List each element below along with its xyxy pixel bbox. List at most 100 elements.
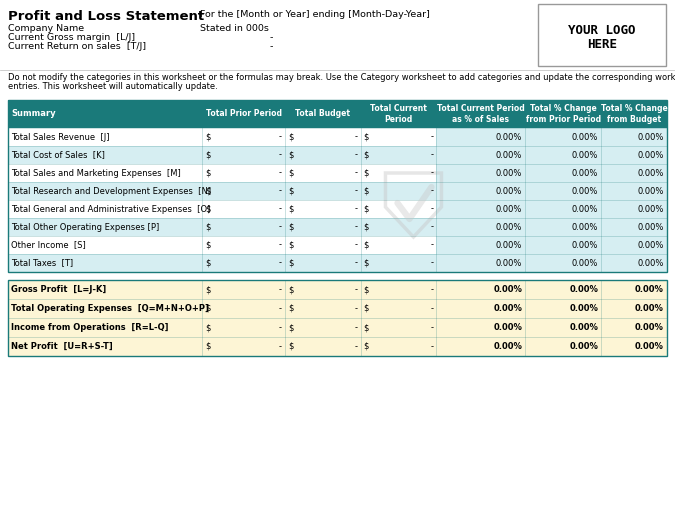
FancyBboxPatch shape	[525, 254, 601, 272]
Text: $: $	[364, 240, 369, 250]
FancyBboxPatch shape	[436, 218, 525, 236]
Text: entries. This worksheet will automatically update.: entries. This worksheet will automatical…	[8, 82, 218, 91]
FancyBboxPatch shape	[601, 182, 667, 200]
Text: $: $	[364, 168, 369, 177]
FancyBboxPatch shape	[436, 164, 525, 182]
Text: 0.00%: 0.00%	[638, 204, 664, 214]
Text: -: -	[279, 223, 281, 231]
Text: HERE: HERE	[587, 37, 617, 50]
Text: 0.00%: 0.00%	[493, 342, 522, 351]
Text: 0.00%: 0.00%	[496, 223, 522, 231]
Text: 0.00%: 0.00%	[496, 187, 522, 196]
Text: 0.00%: 0.00%	[572, 258, 598, 267]
FancyBboxPatch shape	[436, 146, 525, 164]
Text: $: $	[288, 150, 293, 160]
Text: $: $	[205, 133, 211, 141]
Text: $: $	[205, 342, 211, 351]
FancyBboxPatch shape	[8, 254, 436, 272]
Text: $: $	[288, 285, 293, 294]
Text: Profit and Loss Statement: Profit and Loss Statement	[8, 10, 204, 23]
FancyBboxPatch shape	[8, 337, 667, 356]
Text: -: -	[431, 223, 433, 231]
FancyBboxPatch shape	[436, 200, 525, 218]
Text: 0.00%: 0.00%	[496, 204, 522, 214]
Text: 0.00%: 0.00%	[493, 304, 522, 313]
Text: -: -	[354, 204, 358, 214]
Text: 0.00%: 0.00%	[569, 285, 598, 294]
FancyBboxPatch shape	[601, 254, 667, 272]
Text: 0.00%: 0.00%	[572, 187, 598, 196]
Text: $: $	[364, 258, 369, 267]
Text: $: $	[288, 204, 293, 214]
Text: $: $	[205, 304, 211, 313]
Text: $: $	[364, 285, 369, 294]
Text: $: $	[205, 285, 211, 294]
Text: $: $	[288, 168, 293, 177]
Text: -: -	[431, 187, 433, 196]
Text: Total Budget: Total Budget	[295, 110, 350, 119]
Text: -: -	[270, 42, 273, 51]
Text: Total Taxes  [T]: Total Taxes [T]	[11, 258, 73, 267]
Text: -: -	[354, 168, 358, 177]
FancyBboxPatch shape	[538, 4, 666, 66]
Text: $: $	[288, 223, 293, 231]
Text: Total % Change
from Prior Period: Total % Change from Prior Period	[526, 105, 601, 124]
Text: -: -	[431, 258, 433, 267]
Text: 0.00%: 0.00%	[572, 223, 598, 231]
Text: Total Sales Revenue  [J]: Total Sales Revenue [J]	[11, 133, 109, 141]
Text: -: -	[431, 240, 433, 250]
Text: $: $	[205, 240, 211, 250]
FancyBboxPatch shape	[601, 218, 667, 236]
FancyBboxPatch shape	[436, 236, 525, 254]
Text: 0.00%: 0.00%	[496, 168, 522, 177]
Text: 0.00%: 0.00%	[635, 304, 664, 313]
Text: $: $	[364, 133, 369, 141]
Text: $: $	[288, 240, 293, 250]
FancyBboxPatch shape	[8, 182, 436, 200]
Text: Total General and Administrative Expenses  [O]: Total General and Administrative Expense…	[11, 204, 211, 214]
Text: -: -	[431, 342, 433, 351]
Text: 0.00%: 0.00%	[569, 323, 598, 332]
Text: 0.00%: 0.00%	[638, 150, 664, 160]
FancyBboxPatch shape	[601, 128, 667, 146]
Text: -: -	[354, 223, 358, 231]
Text: $: $	[288, 304, 293, 313]
Text: Total Current Period
as % of Sales: Total Current Period as % of Sales	[437, 105, 524, 124]
Text: 0.00%: 0.00%	[496, 133, 522, 141]
Text: 0.00%: 0.00%	[569, 304, 598, 313]
Text: -: -	[279, 150, 281, 160]
Text: $: $	[288, 133, 293, 141]
Text: $: $	[364, 187, 369, 196]
Text: Current Gross margin  [L/J]: Current Gross margin [L/J]	[8, 33, 135, 42]
FancyBboxPatch shape	[601, 164, 667, 182]
Text: -: -	[431, 168, 433, 177]
Text: 0.00%: 0.00%	[635, 342, 664, 351]
Text: -: -	[354, 187, 358, 196]
FancyBboxPatch shape	[436, 254, 525, 272]
FancyBboxPatch shape	[601, 200, 667, 218]
Text: $: $	[205, 204, 211, 214]
Text: -: -	[354, 304, 358, 313]
Text: For the [Month or Year] ending [Month-Day-Year]: For the [Month or Year] ending [Month-Da…	[200, 10, 430, 19]
Text: 0.00%: 0.00%	[638, 240, 664, 250]
Text: -: -	[431, 304, 433, 313]
FancyBboxPatch shape	[436, 182, 525, 200]
Text: $: $	[288, 187, 293, 196]
Text: -: -	[354, 285, 358, 294]
Text: $: $	[364, 342, 369, 351]
FancyBboxPatch shape	[525, 164, 601, 182]
Text: Total Other Operating Expenses [P]: Total Other Operating Expenses [P]	[11, 223, 159, 231]
Text: -: -	[279, 258, 281, 267]
Text: Other Income  [S]: Other Income [S]	[11, 240, 86, 250]
FancyBboxPatch shape	[8, 200, 436, 218]
FancyBboxPatch shape	[436, 128, 525, 146]
Text: $: $	[205, 150, 211, 160]
Text: -: -	[279, 304, 281, 313]
Text: -: -	[279, 240, 281, 250]
Text: Stated in 000s: Stated in 000s	[200, 24, 269, 33]
Text: -: -	[354, 133, 358, 141]
Text: -: -	[431, 133, 433, 141]
Text: -: -	[354, 323, 358, 332]
Text: 0.00%: 0.00%	[572, 168, 598, 177]
Text: -: -	[431, 285, 433, 294]
